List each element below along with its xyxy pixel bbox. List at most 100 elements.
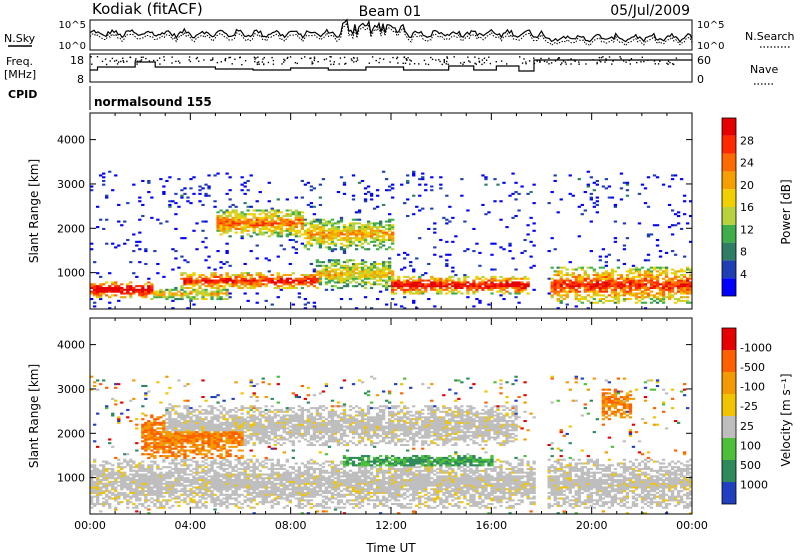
- heatmap-cell: [369, 227, 374, 230]
- heatmap-cell: [387, 285, 392, 288]
- heatmap-cell: [237, 479, 241, 482]
- heatmap-cell: [372, 229, 377, 232]
- nave-dot: [608, 56, 611, 58]
- heatmap-cell: [195, 473, 199, 476]
- heatmap-cell: [342, 274, 347, 277]
- heatmap-cell: [222, 227, 226, 230]
- heatmap-cell: [514, 191, 518, 194]
- heatmap-cell: [246, 499, 250, 502]
- heatmap-cell: [649, 275, 654, 278]
- heatmap-cell: [177, 490, 181, 493]
- heatmap-cell: [384, 303, 389, 306]
- heatmap-cell: [168, 477, 172, 480]
- heatmap-cell: [574, 281, 578, 284]
- heatmap-cell: [222, 475, 226, 478]
- heatmap-cell: [228, 473, 232, 476]
- heatmap-cell: [550, 285, 554, 288]
- nave-dot: [565, 63, 567, 65]
- heatmap-cell: [150, 429, 154, 432]
- heatmap-cell: [595, 200, 599, 203]
- heatmap-cell: [412, 292, 416, 295]
- heatmap-cell: [207, 480, 211, 483]
- heatmap-cell: [252, 477, 256, 480]
- heatmap-cell: [225, 475, 229, 478]
- heatmap-cell: [147, 504, 151, 507]
- heatmap-cell: [493, 200, 497, 203]
- heatmap-cell: [216, 172, 220, 175]
- heatmap-cell: [180, 196, 184, 199]
- heatmap-cell: [685, 281, 690, 284]
- heatmap-cell: [174, 453, 178, 456]
- heatmap-cell: [631, 285, 636, 288]
- heatmap-cell: [258, 220, 262, 223]
- heatmap-cell: [162, 185, 166, 188]
- heatmap-cell: [300, 224, 305, 227]
- heatmap-cell: [673, 301, 678, 304]
- heatmap-cell: [246, 283, 250, 286]
- heatmap-cell: [562, 290, 566, 293]
- heatmap-cell: [207, 412, 211, 415]
- heatmap-cell: [96, 495, 100, 498]
- heatmap-cell: [589, 250, 593, 253]
- heatmap-cell: [228, 292, 232, 295]
- heatmap-cell: [198, 419, 202, 423]
- heatmap-cell: [595, 275, 599, 278]
- heatmap-cell: [276, 274, 280, 277]
- heatmap-cell: [138, 482, 142, 485]
- heatmap-cell: [294, 248, 298, 251]
- heatmap-cell: [421, 292, 425, 295]
- heatmap-cell: [168, 490, 172, 493]
- heatmap-cell: [141, 412, 145, 415]
- heatmap-cell: [156, 491, 160, 495]
- heatmap-cell: [171, 447, 175, 450]
- heatmap-cell: [499, 290, 503, 293]
- heatmap-cell: [586, 185, 590, 188]
- heatmap-cell: [144, 296, 148, 299]
- heatmap-cell: [201, 220, 205, 223]
- heatmap-cell: [351, 279, 356, 282]
- heatmap-cell: [454, 285, 458, 288]
- heatmap-cell: [252, 281, 256, 284]
- heatmap-cell: [225, 410, 229, 413]
- heatmap-cell: [345, 229, 350, 232]
- heatmap-cell: [162, 447, 166, 450]
- heatmap-cell: [207, 493, 211, 496]
- heatmap-cell: [499, 283, 503, 286]
- heatmap-cell: [451, 216, 455, 219]
- heatmap-cell: [162, 275, 166, 278]
- heatmap-cell: [153, 292, 157, 295]
- heatmap-cell: [309, 224, 314, 227]
- heatmap-cell: [144, 447, 148, 450]
- heatmap-cell: [688, 270, 693, 273]
- heatmap-cell: [99, 218, 103, 221]
- heatmap-cell: [363, 286, 368, 290]
- heatmap-cell: [297, 231, 301, 234]
- heatmap-cell: [216, 414, 220, 417]
- heatmap-cell: [294, 283, 298, 286]
- heatmap-cell: [99, 464, 103, 467]
- heatmap-cell: [315, 279, 320, 282]
- heatmap-cell: [568, 286, 572, 290]
- heatmap-cell: [360, 246, 365, 249]
- heatmap-cell: [415, 279, 419, 282]
- heatmap-cell: [649, 233, 654, 236]
- heatmap-cell: [381, 238, 386, 242]
- heatmap-cell: [138, 248, 142, 251]
- heatmap-cell: [114, 403, 118, 406]
- heatmap-cell: [430, 176, 434, 179]
- heatmap-cell: [676, 283, 681, 286]
- heatmap-cell: [252, 484, 256, 487]
- heatmap-cell: [607, 275, 612, 278]
- heatmap-cell: [643, 275, 648, 278]
- heatmap-cell: [195, 491, 199, 495]
- heatmap-cell: [493, 283, 497, 286]
- nave-dot: [592, 59, 594, 61]
- heatmap-cell: [553, 270, 557, 273]
- heatmap-cell: [610, 290, 615, 293]
- nave-dot: [153, 59, 155, 62]
- heatmap-cell: [342, 268, 347, 271]
- heatmap-cell: [442, 288, 446, 291]
- heatmap-cell: [592, 285, 596, 288]
- heatmap-cell: [297, 214, 301, 218]
- heatmap-cell: [511, 281, 515, 284]
